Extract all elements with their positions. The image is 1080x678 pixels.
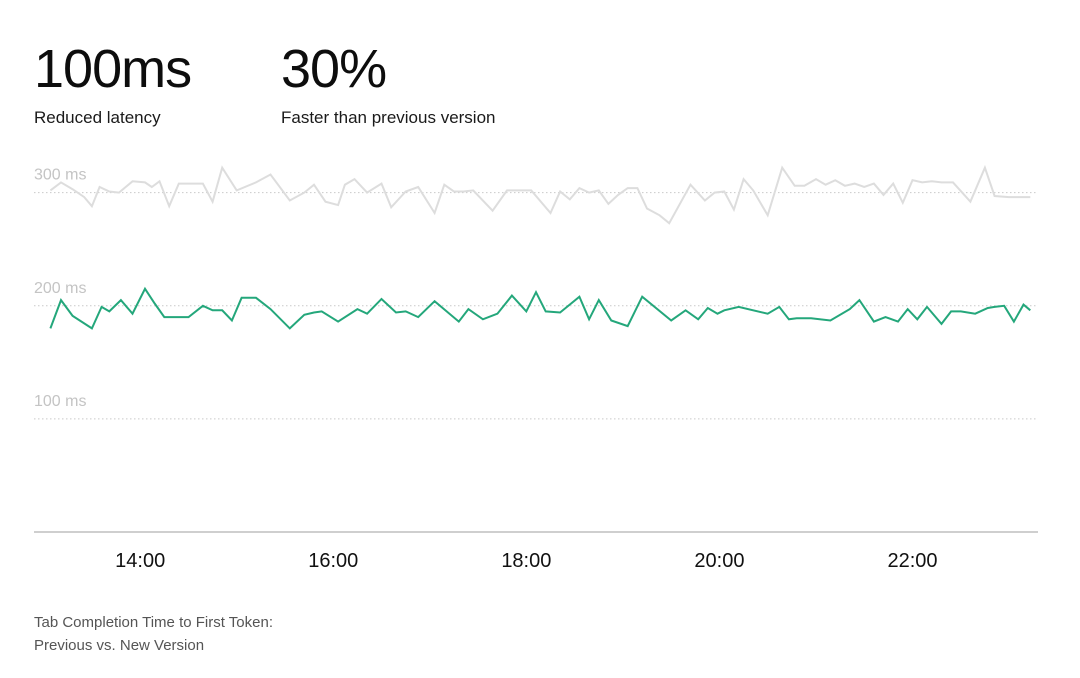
stat-label: Faster than previous version xyxy=(281,108,496,127)
stat-value: 100ms xyxy=(34,39,192,99)
latency-line-chart: 300 ms 200 ms 100 ms 14:00 16:00 18:00 20:00 22… xyxy=(34,164,1038,572)
x-tick-label: 14:00 xyxy=(115,550,165,572)
x-tick-label: 16:00 xyxy=(308,550,358,572)
stat-latency: 100ms Reduced latency xyxy=(34,38,192,128)
y-tick-label: 200 ms xyxy=(34,280,86,297)
series-line-new xyxy=(49,286,1031,330)
x-tick-label: 18:00 xyxy=(501,550,551,572)
series-line-previous xyxy=(49,164,1031,225)
caption-line-2: Previous vs. New Version xyxy=(34,637,205,654)
stat-label: Reduced latency xyxy=(34,108,161,127)
x-tick-label: 20:00 xyxy=(694,550,744,572)
y-tick-label: 300 ms xyxy=(34,167,86,184)
stat-value: 30% xyxy=(281,39,387,99)
caption-line-1: Tab Completion Time to First Token: xyxy=(34,614,273,631)
x-tick-label: 22:00 xyxy=(887,550,937,572)
stat-speed: 30% Faster than previous version xyxy=(281,38,496,128)
y-tick-label: 100 ms xyxy=(34,393,86,410)
chart-caption: Tab Completion Time to First Token: Prev… xyxy=(34,611,273,657)
